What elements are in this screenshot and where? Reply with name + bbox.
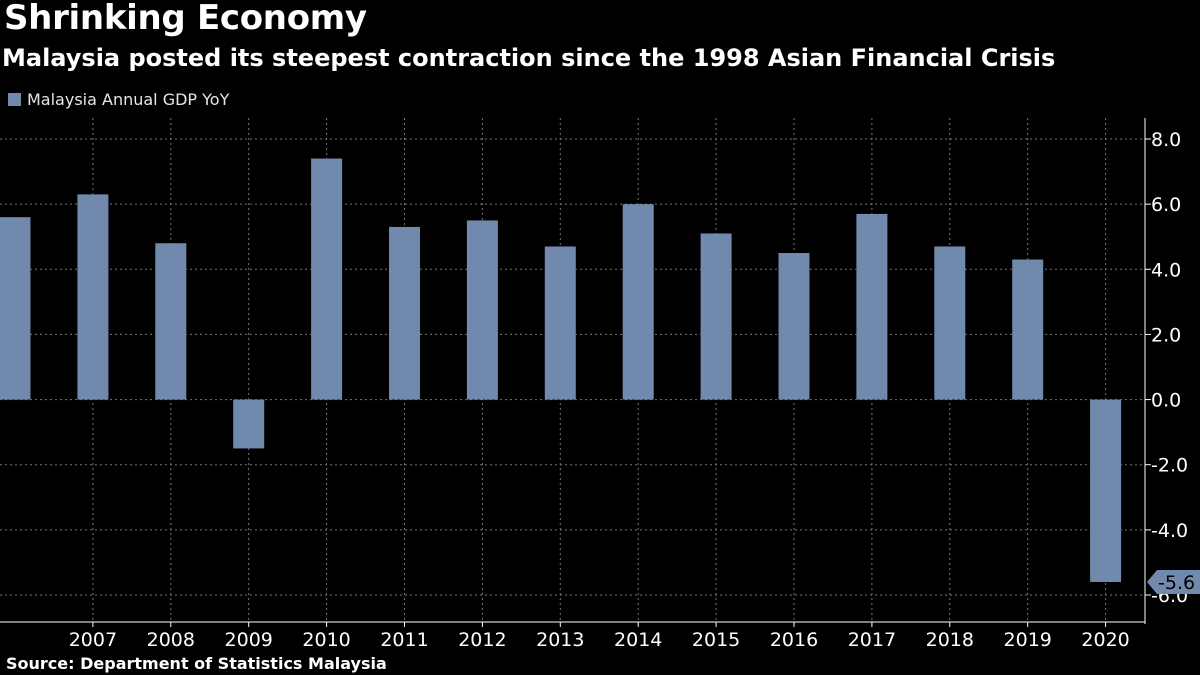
legend: Malaysia Annual GDP YoY xyxy=(8,90,229,109)
chart-subtitle: Malaysia posted its steepest contraction… xyxy=(2,44,1056,72)
bar xyxy=(77,194,109,400)
source-note: Source: Department of Statistics Malaysi… xyxy=(6,654,387,673)
bar xyxy=(1090,399,1122,582)
bar xyxy=(155,243,187,400)
chart-title: Shrinking Economy xyxy=(4,0,367,38)
y-tick-label: 4.0 xyxy=(1151,259,1181,281)
bar xyxy=(0,217,31,400)
x-tick-label: 2010 xyxy=(302,629,350,651)
x-tick-label: 2014 xyxy=(614,629,662,651)
bar xyxy=(856,213,888,400)
bar xyxy=(233,399,265,449)
y-tick-label: -4.0 xyxy=(1151,520,1188,542)
x-tick-label: 2019 xyxy=(1004,629,1052,651)
y-tick-label: 2.0 xyxy=(1151,324,1181,346)
y-tick-label: -2.0 xyxy=(1151,455,1188,477)
y-tick-label: 0.0 xyxy=(1151,390,1181,412)
bar xyxy=(544,246,576,400)
x-tick-label: 2008 xyxy=(147,629,195,651)
x-tick-label: 2016 xyxy=(770,629,818,651)
x-tick-label: 2011 xyxy=(380,629,428,651)
legend-swatch xyxy=(8,93,21,106)
legend-label: Malaysia Annual GDP YoY xyxy=(27,90,230,109)
x-tick-label: 2013 xyxy=(536,629,584,651)
last-value-label: -5.6 xyxy=(1158,572,1195,594)
x-tick-label: 2015 xyxy=(692,629,740,651)
x-tick-label: 2009 xyxy=(225,629,273,651)
bar xyxy=(389,226,420,400)
y-tick-label: 8.0 xyxy=(1151,129,1181,151)
x-tick-label: 2007 xyxy=(69,629,117,651)
y-tick-label: 6.0 xyxy=(1151,194,1181,216)
x-tick-label: 2012 xyxy=(458,629,506,651)
last-value-callout xyxy=(1147,569,1200,594)
bar xyxy=(700,233,732,400)
bar xyxy=(778,253,810,400)
x-tick-label: 2017 xyxy=(848,629,896,651)
bar xyxy=(934,246,966,400)
bar xyxy=(1012,259,1044,400)
bar xyxy=(311,158,343,400)
bar xyxy=(622,204,654,400)
bar xyxy=(466,220,498,400)
x-tick-label: 2020 xyxy=(1081,629,1129,651)
x-tick-label: 2018 xyxy=(926,629,974,651)
